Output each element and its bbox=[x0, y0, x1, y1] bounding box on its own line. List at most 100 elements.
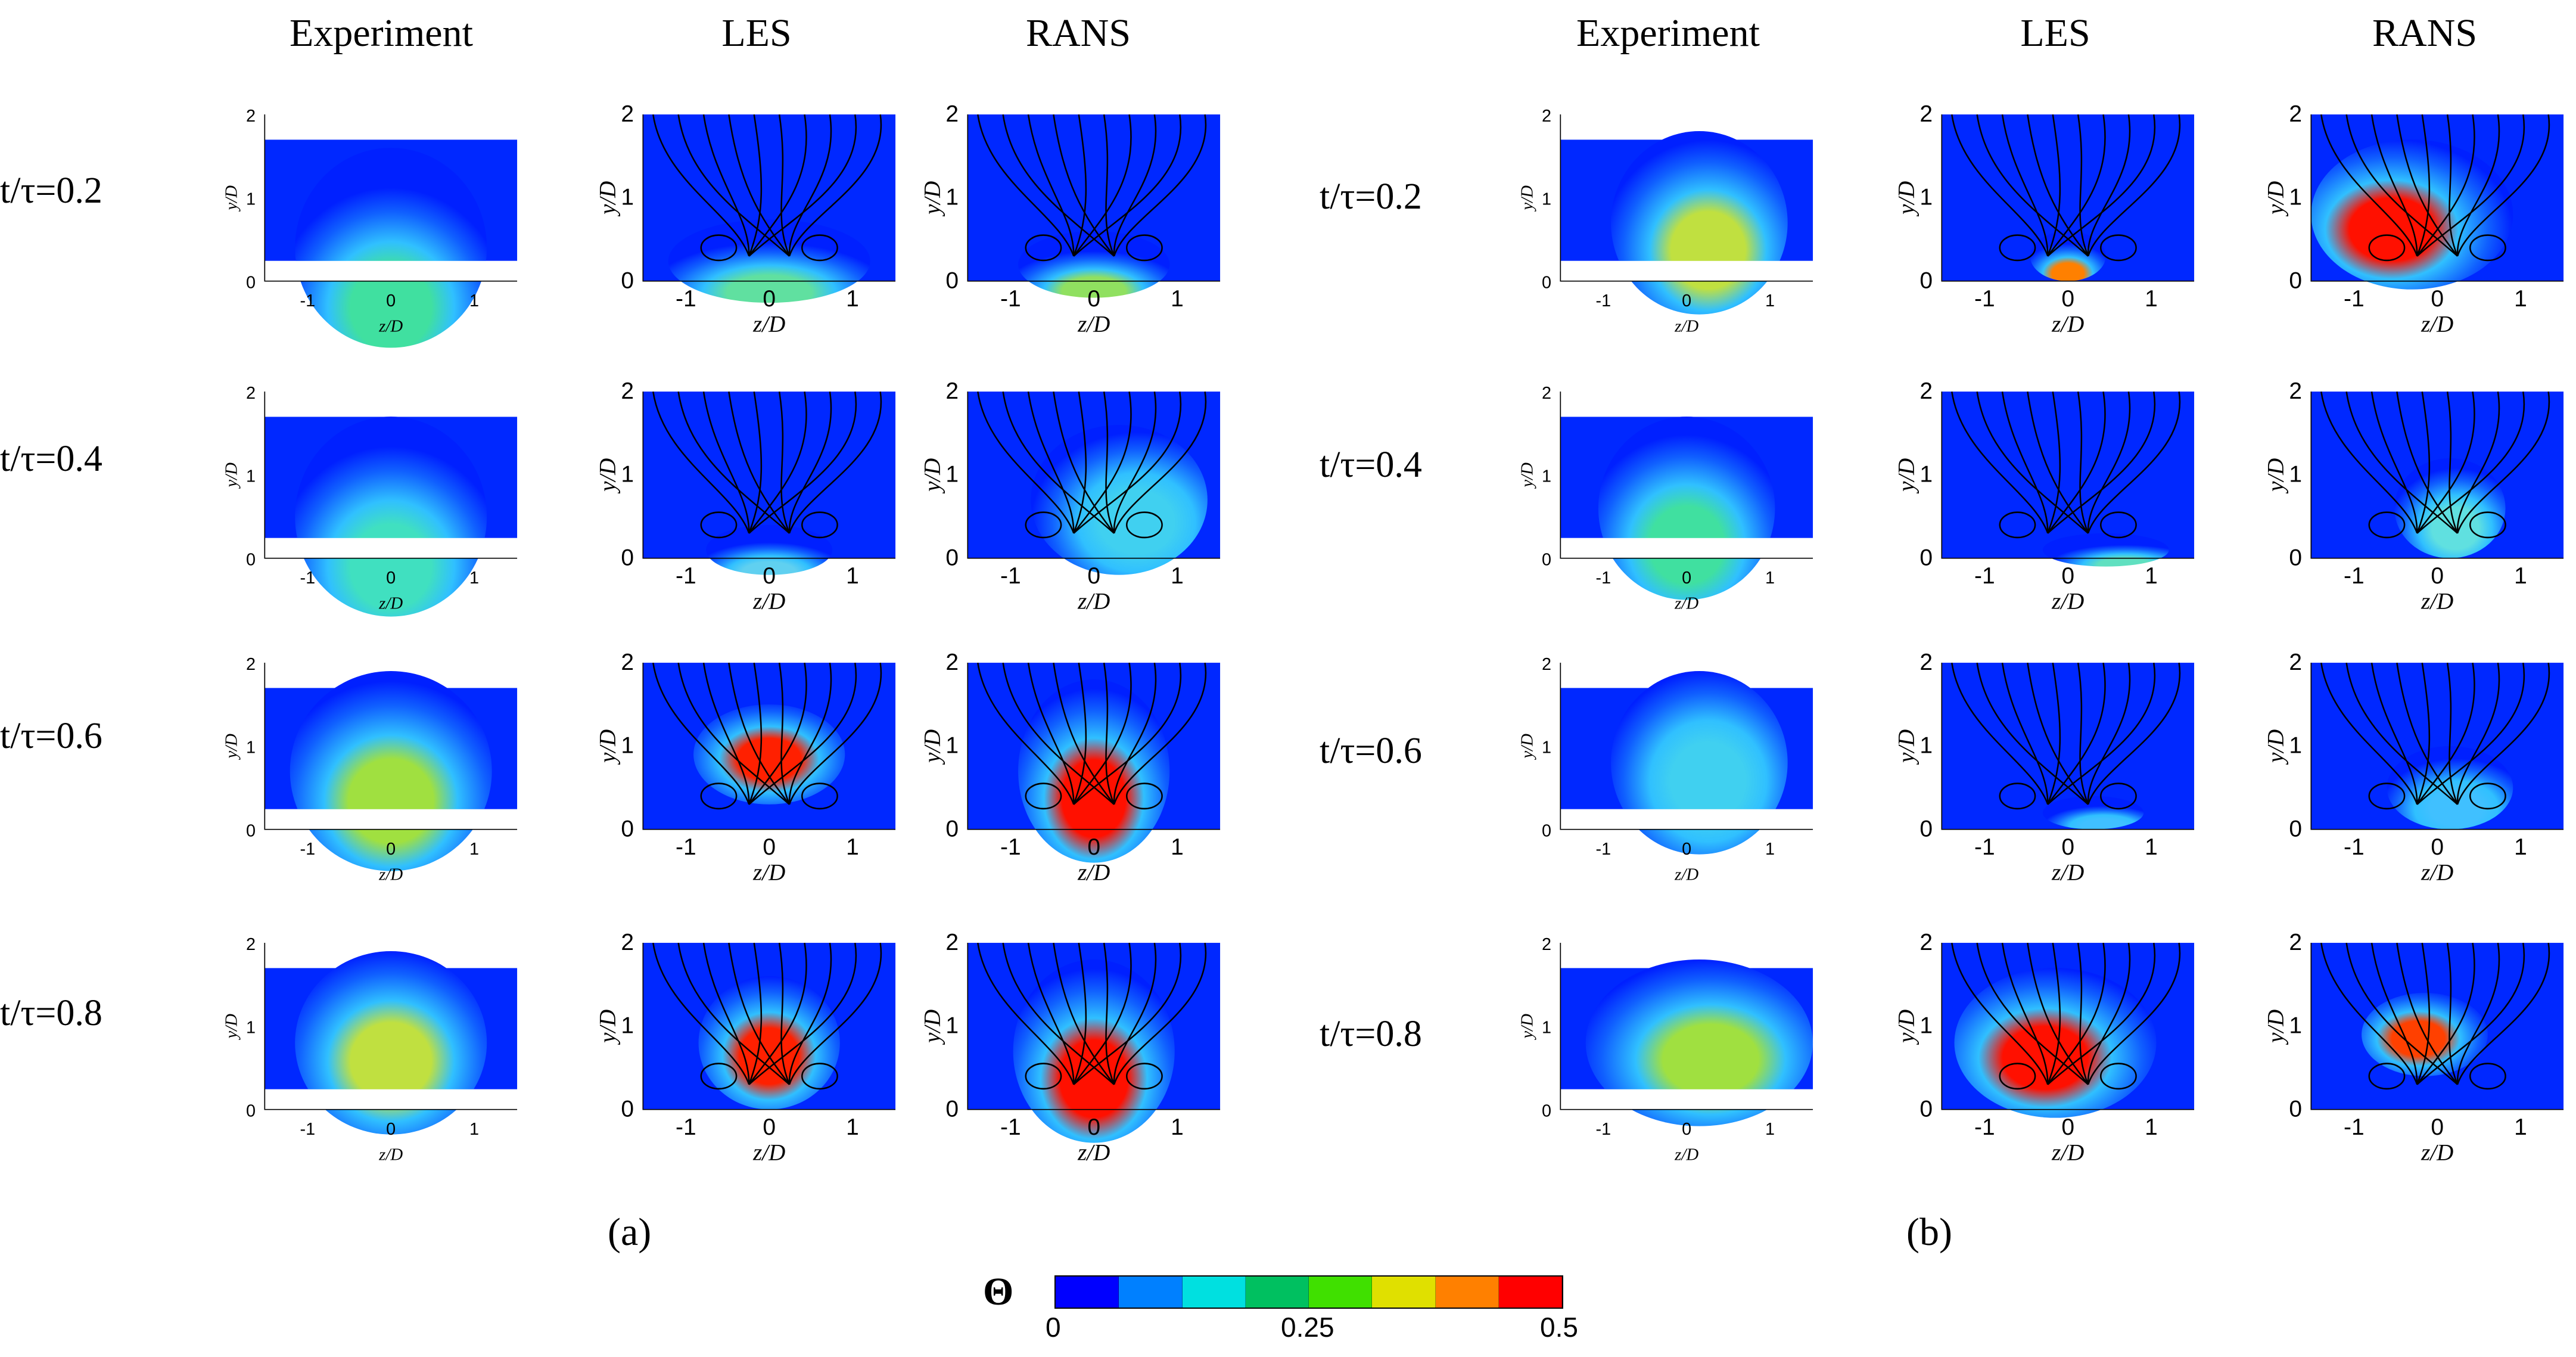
vortex-loop bbox=[1126, 782, 1163, 810]
contour-field bbox=[2311, 139, 2513, 290]
streamline bbox=[2416, 662, 2431, 805]
contour-plot-a-exp-r1: -1 0 1 0 1 2 z/D y/D bbox=[222, 367, 527, 629]
contour-field bbox=[1611, 671, 1788, 855]
y-tick-label: 1 bbox=[1542, 1018, 1551, 1038]
streamline bbox=[2087, 662, 2181, 805]
streamline bbox=[1113, 942, 1207, 1085]
vortex-loop bbox=[1025, 234, 1062, 262]
streamline bbox=[1002, 662, 1115, 805]
contour-plot-a-rans-r3: -1 0 1 0 1 2 z/D y/D bbox=[920, 918, 1230, 1180]
contour-plot-b-rans-r2: -1 0 1 0 1 2 z/D y/D bbox=[2263, 638, 2574, 900]
vortex-loop bbox=[2368, 234, 2406, 262]
streamline bbox=[2320, 114, 2418, 257]
vortex-loop bbox=[1999, 782, 2036, 810]
streamline bbox=[748, 662, 857, 805]
x-tick-label: 0 bbox=[1682, 291, 1691, 310]
x-tick-label: -1 bbox=[300, 840, 316, 859]
y-tick-label: 2 bbox=[246, 384, 256, 403]
vortex-loop bbox=[700, 782, 738, 810]
vortex-loop bbox=[1999, 1063, 2036, 1090]
x-tick-label: -1 bbox=[1974, 286, 1995, 312]
y-axis-label: y/D bbox=[1518, 462, 1537, 489]
panel-label-a: (a) bbox=[608, 1210, 652, 1254]
vortex-loop bbox=[1126, 234, 1163, 262]
y-axis-label: y/D bbox=[222, 462, 241, 489]
contour-field bbox=[1031, 424, 1208, 575]
x-tick-label: -1 bbox=[1974, 1114, 1995, 1140]
streamline bbox=[652, 942, 750, 1085]
vortex-loop bbox=[2368, 511, 2406, 539]
streamline bbox=[1113, 391, 1207, 534]
x-tick-label: -1 bbox=[1596, 1120, 1611, 1139]
streamline bbox=[748, 662, 807, 805]
streamline bbox=[778, 662, 791, 805]
y-tick-label: 0 bbox=[621, 816, 634, 842]
x-tick-label: 1 bbox=[1171, 834, 1184, 860]
streamline bbox=[1103, 942, 1115, 1085]
x-axis-label: z/D bbox=[752, 859, 785, 885]
streamline bbox=[677, 114, 790, 257]
contour-field bbox=[1954, 967, 2157, 1118]
streamline bbox=[1103, 114, 1115, 257]
streamline bbox=[788, 942, 832, 1085]
y-tick-label: 1 bbox=[1542, 467, 1551, 486]
y-tick-label: 1 bbox=[1919, 1013, 1933, 1039]
streamline bbox=[1053, 114, 1115, 257]
streamline bbox=[2087, 942, 2131, 1085]
y-axis-label: y/D bbox=[2263, 181, 2289, 217]
streamline bbox=[2456, 662, 2550, 805]
x-axis-label: z/D bbox=[2421, 311, 2453, 337]
streamline bbox=[788, 114, 832, 256]
x-tick-label: -1 bbox=[676, 1114, 696, 1140]
x-tick-label: 1 bbox=[1765, 1120, 1775, 1139]
col-header-les-b: LES bbox=[2020, 11, 2090, 55]
x-axis-label: z/D bbox=[2421, 1139, 2453, 1165]
streamline bbox=[2047, 942, 2061, 1085]
contour-plot-a-rans-r2: -1 0 1 0 1 2 z/D y/D bbox=[920, 638, 1230, 900]
x-tick-label: 0 bbox=[1682, 569, 1691, 588]
vortex-loop bbox=[801, 1063, 838, 1090]
contour-field bbox=[1018, 679, 1170, 863]
axis-lines bbox=[264, 943, 518, 1110]
x-axis-label: z/D bbox=[2051, 859, 2084, 885]
x-tick-label: 0 bbox=[1087, 834, 1100, 860]
streamline bbox=[2047, 662, 2061, 805]
contour-plot-a-rans-r0: -1 0 1 0 1 2 z/D y/D bbox=[920, 89, 1230, 352]
streamline bbox=[2047, 942, 2156, 1085]
wall-mask bbox=[1560, 260, 1813, 281]
contour-plot-b-rans-r0: -1 0 1 0 1 2 z/D y/D bbox=[2263, 89, 2574, 352]
y-axis-label: y/D bbox=[1894, 1010, 1919, 1045]
contour-plot-b-les-r1: -1 0 1 0 1 2 z/D y/D bbox=[1894, 367, 2204, 629]
x-tick-label: -1 bbox=[1000, 286, 1021, 312]
vortex-loop bbox=[700, 234, 738, 262]
colorbar-mid-label: 0.25 bbox=[1281, 1312, 1334, 1343]
streamline bbox=[652, 662, 750, 805]
streamline bbox=[2047, 391, 2061, 534]
y-tick-label: 1 bbox=[621, 733, 634, 759]
col-header-experiment-a: Experiment bbox=[290, 11, 473, 55]
vortex-loop bbox=[2368, 1063, 2406, 1090]
streamline bbox=[677, 942, 790, 1085]
y-tick-label: 0 bbox=[945, 816, 959, 842]
wall-mask bbox=[1560, 538, 1813, 558]
y-axis-label: y/D bbox=[1518, 734, 1537, 760]
x-tick-label: 1 bbox=[846, 834, 859, 860]
axis-lines bbox=[264, 114, 518, 282]
x-axis-label: z/D bbox=[1077, 1139, 1110, 1165]
streamline bbox=[788, 114, 882, 257]
streamline bbox=[2047, 114, 2061, 257]
streamline bbox=[1073, 391, 1182, 534]
x-tick-label: 0 bbox=[2431, 563, 2444, 589]
streamline bbox=[1073, 942, 1132, 1085]
vortex-loop bbox=[2469, 1063, 2506, 1090]
vortex-loop bbox=[2100, 234, 2137, 262]
streamline bbox=[728, 114, 791, 257]
y-axis-label: y/D bbox=[1518, 1014, 1537, 1041]
y-tick-label: 1 bbox=[2289, 185, 2302, 210]
streamline bbox=[2087, 391, 2131, 533]
x-tick-label: -1 bbox=[676, 563, 696, 589]
y-tick-label: 0 bbox=[1542, 274, 1551, 293]
x-tick-label: 0 bbox=[763, 834, 776, 860]
x-tick-label: 1 bbox=[1765, 569, 1775, 588]
x-tick-label: 1 bbox=[2514, 834, 2527, 860]
